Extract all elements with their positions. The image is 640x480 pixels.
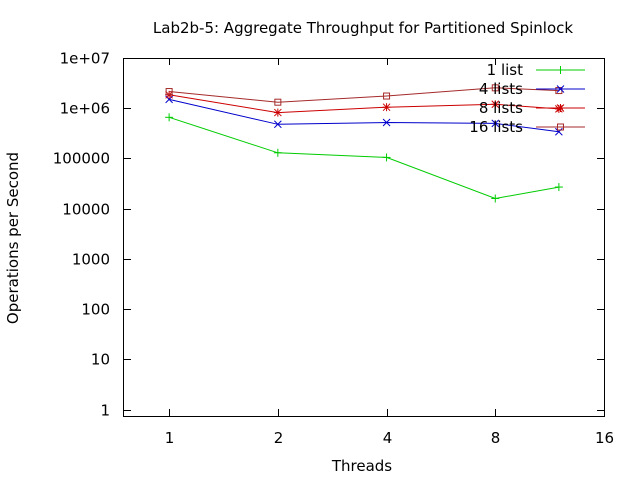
legend-label: 16 lists [469, 118, 523, 136]
y-axis-label: Operations per Second [4, 152, 22, 324]
data-point [273, 148, 282, 157]
data-point [555, 127, 563, 136]
y-tick-label: 1 [100, 402, 110, 420]
legend-label: 1 list [487, 61, 523, 79]
data-point [491, 100, 500, 109]
data-point [383, 92, 391, 100]
legend-label: 8 lists [479, 99, 523, 117]
x-axis-label: Threads [331, 457, 392, 475]
data-point [382, 103, 391, 112]
data-point [273, 120, 282, 129]
data-point [491, 119, 500, 128]
data-point [273, 108, 282, 117]
legend-item: 4 lists [479, 80, 585, 98]
y-tick-label: 1e+07 [60, 50, 110, 68]
data-point [556, 66, 565, 74]
series-line [169, 87, 559, 103]
data-point [165, 88, 173, 96]
legend-item: 8 lists [479, 99, 585, 117]
series-3 [165, 90, 563, 117]
legend-label: 4 lists [479, 80, 523, 98]
x-tick-label: 8 [491, 429, 501, 447]
y-tick-label: 1e+06 [60, 100, 110, 118]
data-point [556, 104, 565, 112]
data-point [557, 123, 564, 131]
x-tick-label: 2 [274, 429, 284, 447]
y-tick-label: 10 [91, 351, 110, 369]
y-tick-label: 10000 [62, 201, 110, 219]
y-tick-label: 100000 [53, 150, 110, 168]
data-point [165, 113, 174, 122]
series-layer [165, 84, 563, 203]
data-point [491, 84, 499, 92]
y-tick-label: 1000 [72, 251, 110, 269]
legend-item: 1 list [487, 61, 585, 79]
x-tick-label: 4 [383, 429, 393, 447]
x-tick-label: 1 [165, 429, 175, 447]
data-point [274, 98, 282, 106]
series-1 [165, 113, 563, 203]
legend-item: 16 lists [469, 118, 585, 136]
y-tick-label: 100 [81, 301, 110, 319]
axis-ticks: 1 2 4 8 16 1 10 100 1000 10000 100000 1e+06 1e+07 [53, 50, 614, 448]
plot-border [123, 58, 605, 417]
chart-title: Lab2b-5: Aggregate Throughput for Partit… [153, 19, 574, 37]
data-point [491, 194, 500, 203]
x-tick-label: 16 [595, 429, 614, 447]
data-point [556, 85, 565, 93]
data-point [382, 153, 391, 162]
data-point [554, 183, 563, 192]
data-point [382, 118, 391, 127]
